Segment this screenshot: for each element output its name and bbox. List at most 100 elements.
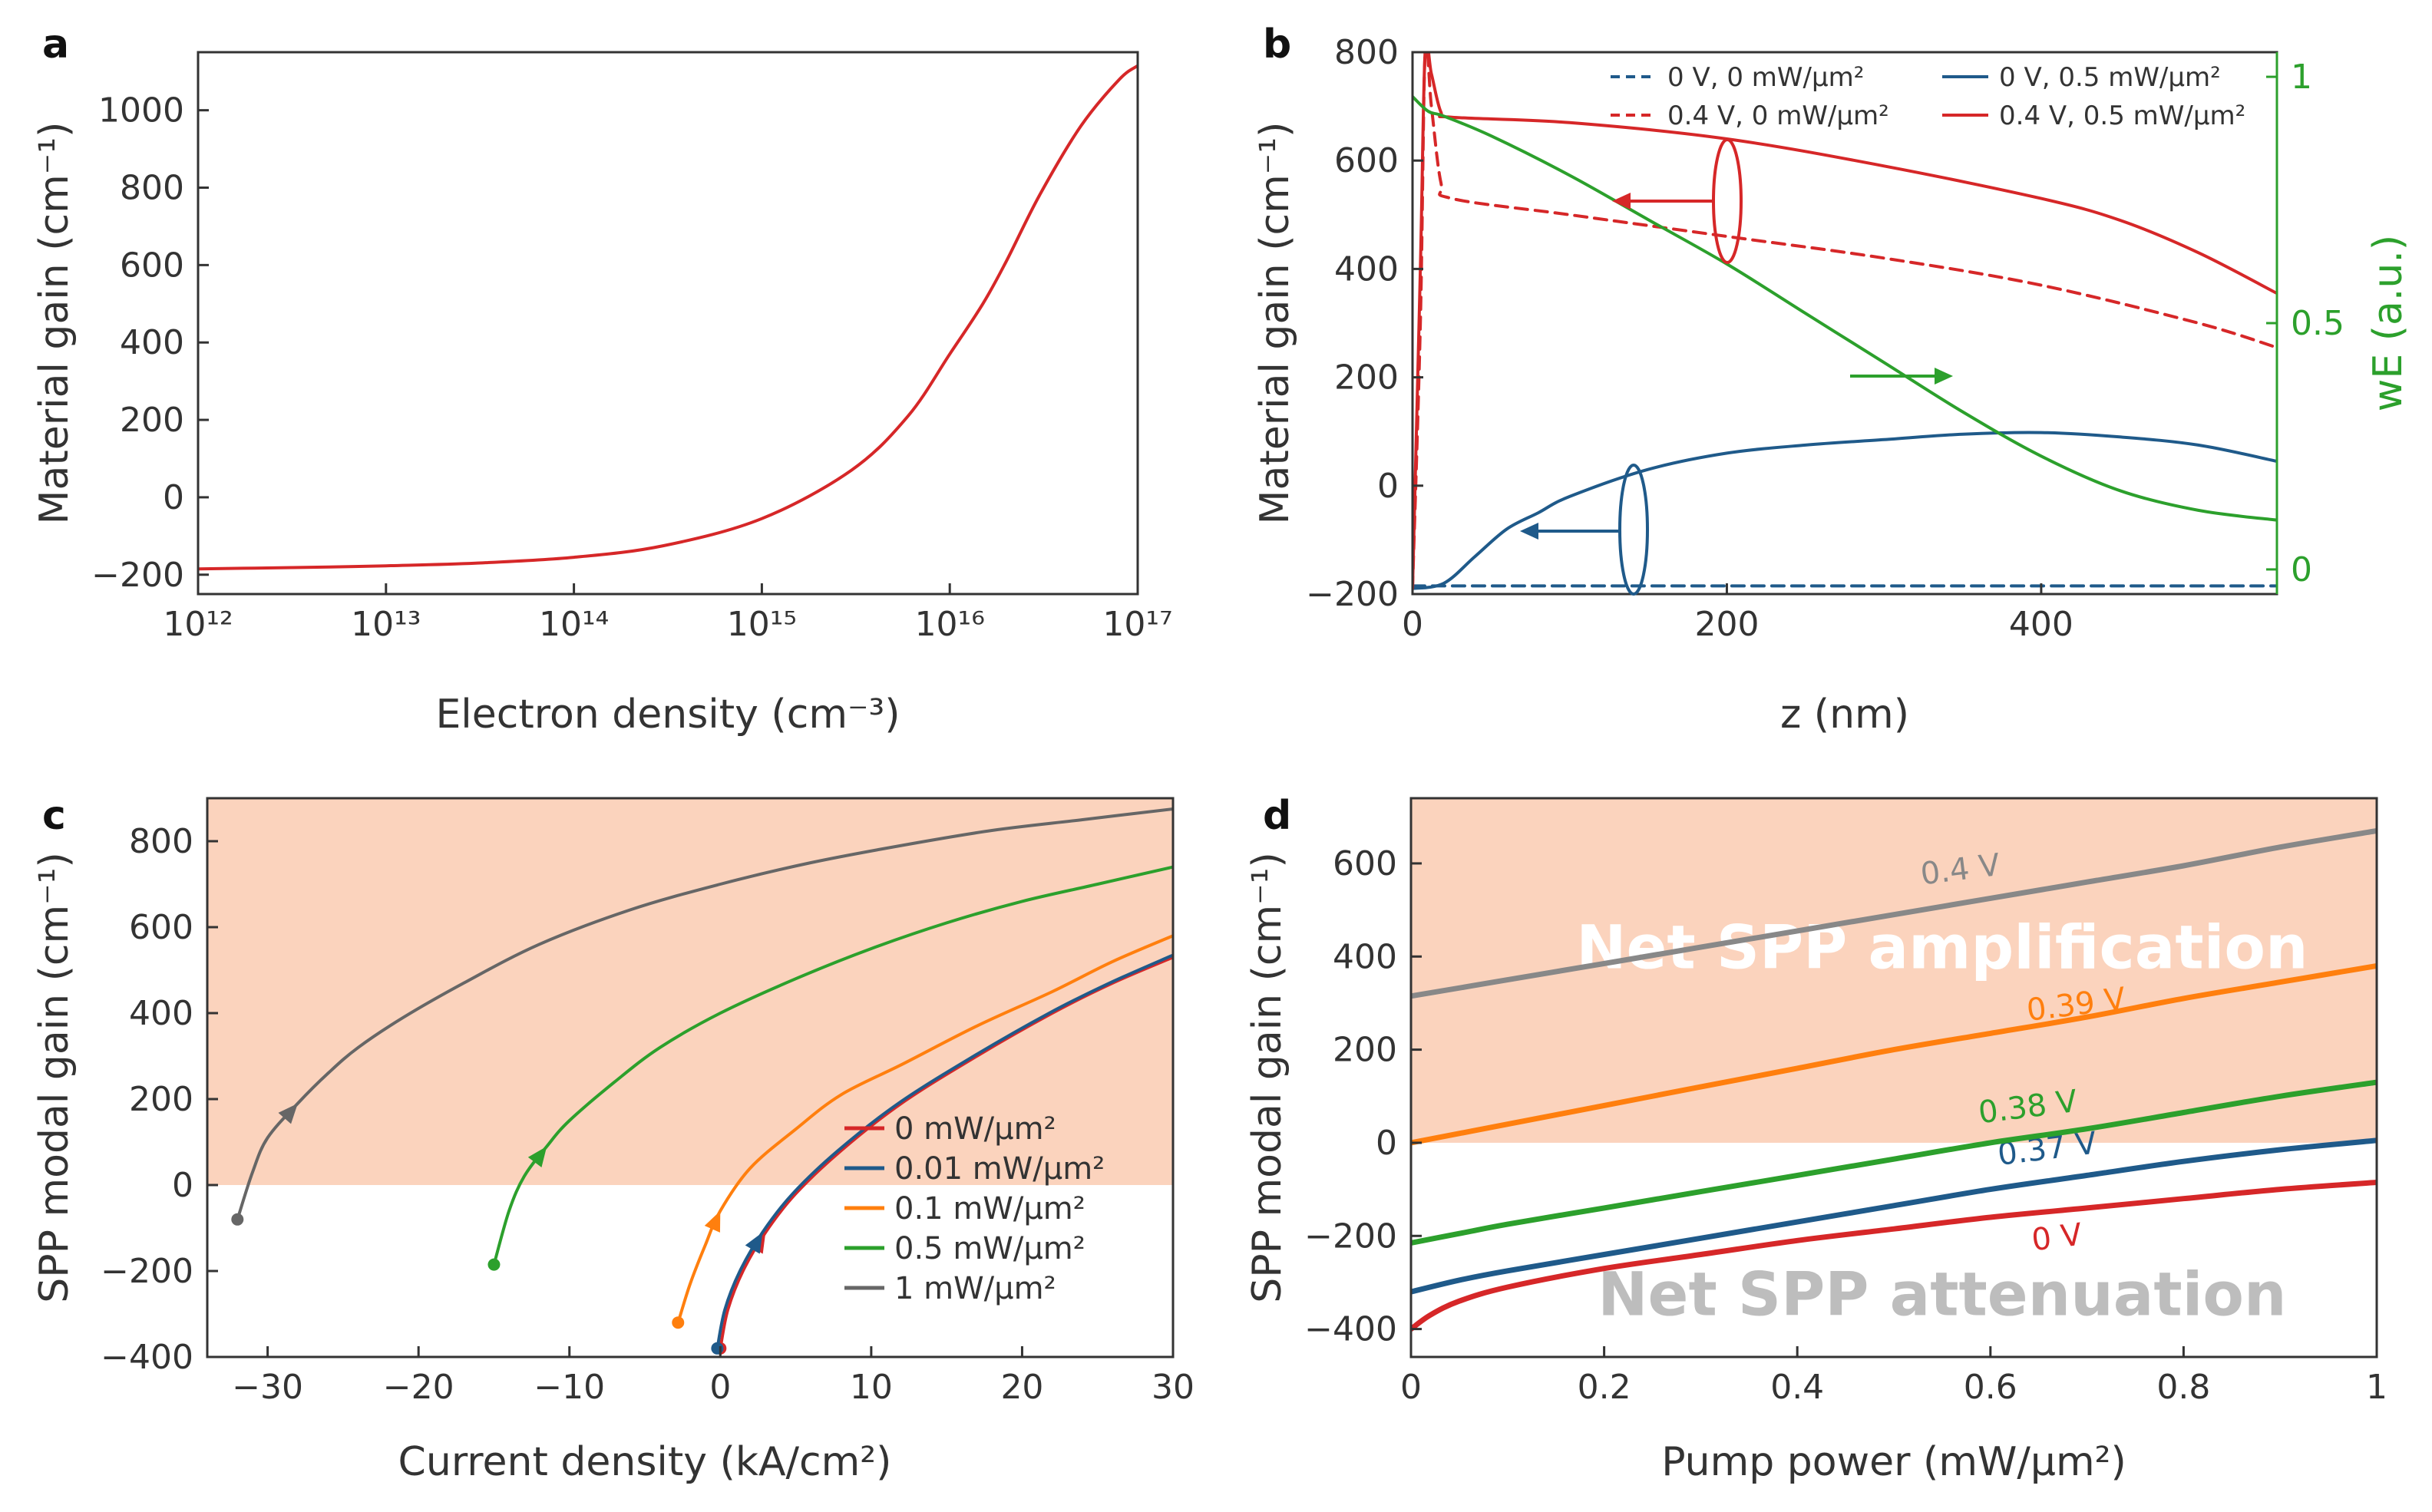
y-tick-label: 600 (1333, 844, 1397, 883)
series-line-0-1-mw-m- (676, 934, 1173, 1325)
series-arrowhead (278, 1103, 298, 1124)
series-line-0-39-v (1411, 962, 2377, 1146)
legend-label: 1 mW/μm² (894, 1271, 1056, 1306)
panel-a-xlabel: Electron density (cm⁻³) (435, 692, 900, 738)
net-gain-shaded-region (207, 798, 1173, 1185)
x-tick-label: 10¹⁵ (727, 605, 797, 644)
y-tick-label: −200 (1306, 575, 1399, 614)
y-tick-label: 200 (129, 1080, 193, 1119)
legend-label: 0.1 mW/μm² (894, 1191, 1085, 1226)
series-line-0-4-v-0-5-mw-m- (1413, 52, 2277, 590)
x-tick-label: 10¹³ (351, 605, 421, 644)
y-tick-label: 200 (1334, 358, 1399, 398)
x-tick-label: 10¹⁴ (539, 605, 609, 644)
series-line-0-4-v (1411, 828, 2377, 999)
y-tick-label: 200 (1333, 1031, 1397, 1070)
x-tick-label: 10¹² (163, 605, 233, 644)
panel-b-xlabel: z (nm) (1780, 692, 1909, 738)
x-tick-label: −30 (232, 1368, 303, 1407)
x-tick-label: −20 (383, 1368, 454, 1407)
x-tick-label: 1 (2366, 1368, 2387, 1407)
series-start-dot (711, 1342, 724, 1355)
panel-c-xlabel: Current density (kA/cm²) (398, 1439, 892, 1485)
panel-d-ylabel: SPP modal gain (cm⁻¹) (1244, 852, 1290, 1303)
x-tick-label: 0.4 (1770, 1368, 1824, 1407)
x-tick-label: 10 (850, 1368, 893, 1407)
y-tick-label: 400 (1334, 249, 1399, 289)
green-right-arrowhead (1935, 368, 1953, 385)
y-tick-label: 0 (172, 1166, 193, 1205)
x-tick-label: 0.8 (2156, 1368, 2210, 1407)
y-tick-label: −400 (101, 1338, 193, 1377)
y-tick-label: 800 (129, 822, 193, 861)
y-tick-label: −200 (101, 1252, 193, 1291)
y-tick-label: −200 (91, 556, 184, 595)
panel-c-label: c (42, 793, 66, 839)
panel-a-frame (197, 51, 1139, 596)
x-tick-label: 10¹⁶ (915, 605, 985, 644)
panel-a-label: a (42, 21, 69, 68)
x-tick-label: 0.2 (1578, 1368, 1631, 1407)
panel-c-frame (206, 797, 1175, 1358)
x-tick-label: 0 (1400, 1368, 1422, 1407)
series-line-0-v (1411, 1180, 2377, 1332)
series-start-dot (487, 1258, 501, 1271)
panel-a-ylabel: Material gain (cm⁻¹) (31, 122, 78, 525)
panel-b-frame (1411, 51, 2278, 596)
y-tick-label: 0 (163, 478, 184, 517)
series-line-0-01-mw-m- (715, 953, 1173, 1350)
x-tick-label: 30 (1152, 1368, 1195, 1407)
legend-label: 0.01 mW/μm² (894, 1151, 1105, 1187)
series-voltage-label: 0 V (2030, 1217, 2084, 1259)
legend-label: 0.5 mW/μm² (894, 1231, 1085, 1266)
series-line-we (1413, 94, 2277, 522)
series-line-gain (198, 64, 1138, 571)
panel-b-legend: 0 V, 0 mW/μm² 0.4 V, 0 mW/μm² 0 V, 0.5 m… (1611, 62, 2245, 131)
y-tick-label: 400 (1333, 937, 1397, 976)
x-tick-label: 10¹⁷ (1102, 605, 1172, 644)
x-tick-label: 0 (709, 1368, 731, 1407)
series-arrowhead (527, 1146, 547, 1167)
panel-b-ylabel-right: wE (a.u.) (2365, 235, 2411, 411)
y-tick-label: 600 (1334, 141, 1399, 180)
legend-label: 0.4 V, 0 mW/μm² (1667, 101, 1889, 131)
x-tick-label: 0.6 (1964, 1368, 2017, 1407)
x-tick-label: 20 (1000, 1368, 1043, 1407)
series-start-dot (231, 1213, 244, 1226)
x-tick-label: −10 (534, 1368, 605, 1407)
y-tick-label: 800 (120, 169, 184, 208)
panel-c-legend: 0 mW/μm² 0.01 mW/μm² 0.1 mW/μm² 0.5 mW/μ… (844, 1111, 1105, 1306)
legend-label: 0.4 V, 0.5 mW/μm² (1999, 101, 2245, 131)
net-attenuation-label: Net SPP attenuation (1598, 1260, 2286, 1329)
x-tick-label: 400 (2009, 605, 2073, 644)
series-start-dot (672, 1316, 685, 1329)
y-tick-label: 1000 (98, 91, 184, 130)
panel-b-label: b (1263, 21, 1291, 68)
panel-d-frame (1409, 797, 2378, 1358)
y-tick-label: −200 (1304, 1217, 1397, 1256)
panel-c-ylabel: SPP modal gain (cm⁻¹) (31, 852, 78, 1303)
legend-label: 0 mW/μm² (894, 1111, 1056, 1147)
y-tick-label: 600 (129, 908, 193, 947)
legend-label: 0 V, 0.5 mW/μm² (1999, 62, 2221, 93)
series-line-0-37-v (1411, 1137, 2377, 1295)
series-arrowhead (745, 1232, 763, 1254)
blue-left-arrowhead (1520, 523, 1538, 540)
y-tick-label: 1 (2291, 58, 2312, 97)
y-tick-label: 400 (129, 994, 193, 1033)
series-arrowhead (704, 1210, 721, 1233)
series-line-0-38-v (1411, 1079, 2377, 1246)
x-tick-label: 200 (1694, 605, 1759, 644)
panel-b-ylabel: Material gain (cm⁻¹) (1252, 122, 1298, 525)
y-tick-label: 0.5 (2291, 304, 2344, 343)
series-line-0-v-0-5-mw-m- (1413, 431, 2277, 590)
red-left-arrowhead (1612, 193, 1631, 210)
y-tick-label: 800 (1334, 33, 1399, 72)
panel-d-label: d (1263, 793, 1291, 839)
y-tick-label: −400 (1304, 1310, 1397, 1349)
blue-curves-ellipse (1618, 464, 1649, 596)
y-tick-label: 200 (120, 401, 184, 440)
